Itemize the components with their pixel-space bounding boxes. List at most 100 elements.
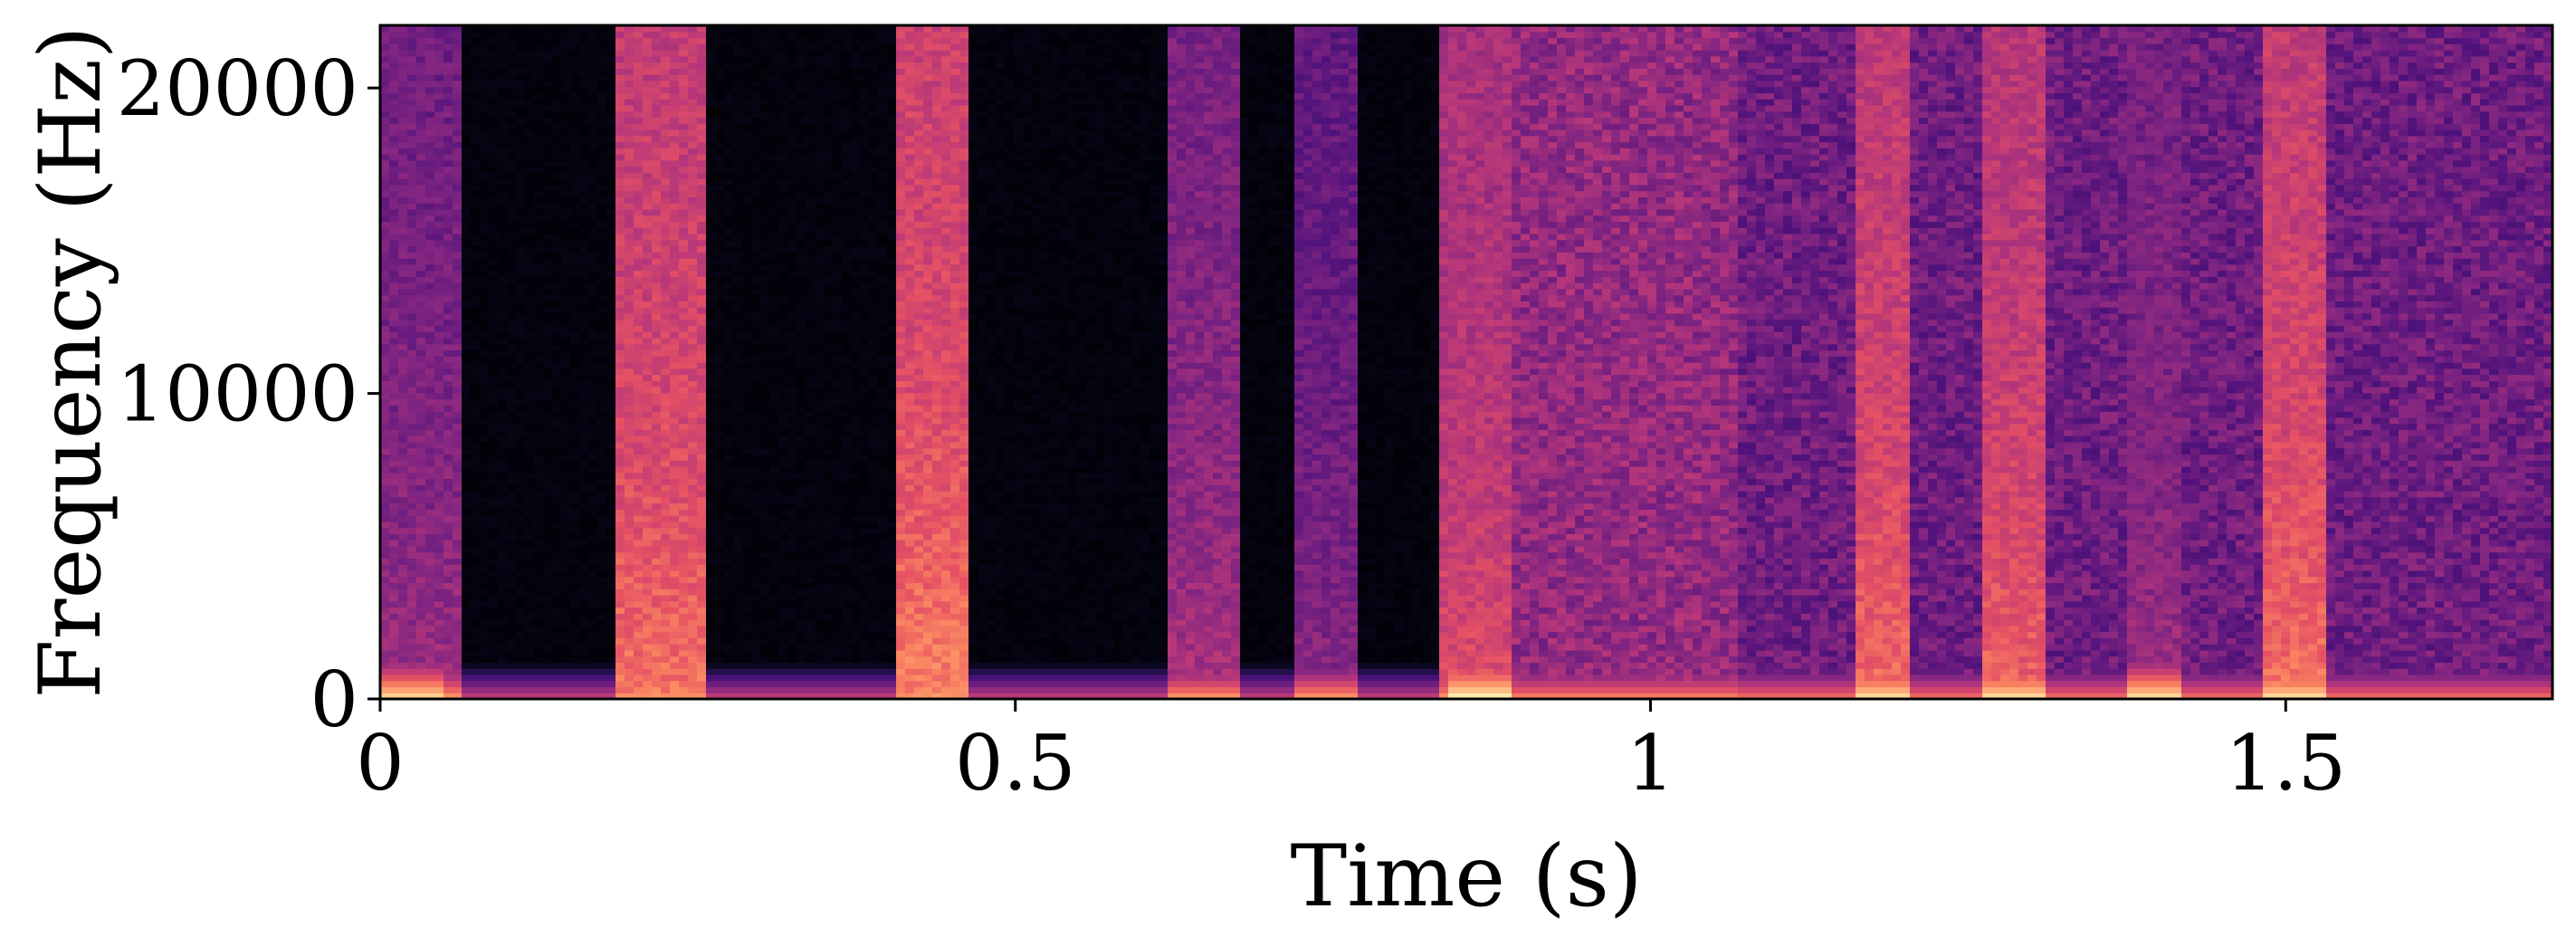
heatmap-cell <box>407 496 417 504</box>
heatmap-cell <box>389 270 399 277</box>
heatmap-cell <box>434 484 444 492</box>
heatmap-cell <box>588 625 598 633</box>
heatmap-cell <box>625 515 634 522</box>
heatmap-cell <box>760 55 770 63</box>
heatmap-cell <box>643 221 653 228</box>
heatmap-cell <box>751 502 761 510</box>
heatmap-cell <box>652 288 662 296</box>
heatmap-cell <box>552 166 562 173</box>
heatmap-cell <box>471 435 481 443</box>
heatmap-cell <box>453 441 463 449</box>
heatmap-cell <box>453 631 463 638</box>
heatmap-cell <box>715 349 725 357</box>
heatmap-cell <box>615 478 625 485</box>
heatmap-cell <box>652 80 662 88</box>
heatmap-cell <box>724 178 734 186</box>
heatmap-cell <box>552 668 562 675</box>
heatmap-cell <box>543 649 553 657</box>
heatmap-cell <box>688 227 698 234</box>
heatmap-cell <box>688 252 698 259</box>
heatmap-cell <box>534 441 544 449</box>
heatmap-cell <box>407 25 417 33</box>
heatmap-cell <box>670 190 680 197</box>
heatmap-cell <box>498 496 508 504</box>
heatmap-cell <box>733 203 743 210</box>
heatmap-cell <box>398 148 408 155</box>
heatmap-cell <box>742 276 752 283</box>
heatmap-cell <box>398 644 408 651</box>
heatmap-cell <box>652 270 662 277</box>
heatmap-cell <box>606 239 616 247</box>
heatmap-cell <box>380 619 390 627</box>
heatmap-cell <box>389 343 399 351</box>
heatmap-cell <box>507 325 517 332</box>
heatmap-cell <box>688 515 698 522</box>
heatmap-cell <box>570 686 580 694</box>
heatmap-cell <box>715 62 725 69</box>
heatmap-cell <box>625 380 634 387</box>
heatmap-cell <box>434 104 444 112</box>
heatmap-cell <box>498 478 508 485</box>
heatmap-cell <box>670 460 680 467</box>
heatmap-cell <box>706 484 716 492</box>
heatmap-cell <box>534 662 544 669</box>
heatmap-cell <box>425 564 435 571</box>
heatmap-cell <box>444 227 453 234</box>
heatmap-cell <box>416 423 426 430</box>
heatmap-cell <box>462 245 472 253</box>
heatmap-cell <box>453 258 463 265</box>
heatmap-cell <box>652 447 662 455</box>
heatmap-cell <box>760 184 770 192</box>
heatmap-cell <box>643 582 653 589</box>
heatmap-cell <box>462 595 472 602</box>
heatmap-cell <box>769 693 779 699</box>
heatmap-cell <box>525 429 535 436</box>
heatmap-cell <box>597 545 607 553</box>
heatmap-cell <box>498 558 508 565</box>
heatmap-cell <box>769 117 779 124</box>
heatmap-cell <box>561 465 571 474</box>
heatmap-cell <box>434 613 444 620</box>
heatmap-cell <box>769 31 779 39</box>
heatmap-cell <box>679 349 689 357</box>
heatmap-cell <box>606 540 616 547</box>
heatmap-cell <box>661 31 671 39</box>
heatmap-cell <box>688 502 698 510</box>
heatmap-cell <box>769 515 779 522</box>
heatmap-cell <box>389 392 399 400</box>
heatmap-cell <box>425 655 435 664</box>
heatmap-cell <box>724 25 734 33</box>
heatmap-cell <box>425 301 435 308</box>
heatmap-cell <box>652 312 662 320</box>
heatmap-cell <box>579 86 589 93</box>
heatmap-cell <box>778 178 788 186</box>
heatmap-cell <box>444 680 453 688</box>
heatmap-cell <box>453 356 463 363</box>
heatmap-cell <box>733 649 743 657</box>
heatmap-cell <box>434 619 444 627</box>
heatmap-cell <box>661 607 671 614</box>
heatmap-cell <box>760 613 770 620</box>
heatmap-cell <box>688 564 698 571</box>
heatmap-cell <box>453 178 463 186</box>
heatmap-cell <box>425 619 435 627</box>
heatmap-cell <box>561 288 571 296</box>
heatmap-cell <box>453 215 463 223</box>
heatmap-cell <box>769 301 779 308</box>
heatmap-cell <box>588 337 598 345</box>
heatmap-cell <box>742 245 752 253</box>
heatmap-cell <box>733 159 743 167</box>
heatmap-cell <box>588 50 598 57</box>
heatmap-cell <box>697 282 707 290</box>
heatmap-cell <box>661 245 671 253</box>
heatmap-cell <box>670 362 680 369</box>
heatmap-cell <box>760 319 770 327</box>
heatmap-cell <box>507 435 517 443</box>
heatmap-cell <box>597 294 607 301</box>
heatmap-cell <box>679 374 689 381</box>
heatmap-cell <box>407 588 417 596</box>
heatmap-cell <box>579 203 589 210</box>
heatmap-cell <box>380 99 390 106</box>
heatmap-cell <box>760 270 770 277</box>
heatmap-cell <box>615 558 625 565</box>
